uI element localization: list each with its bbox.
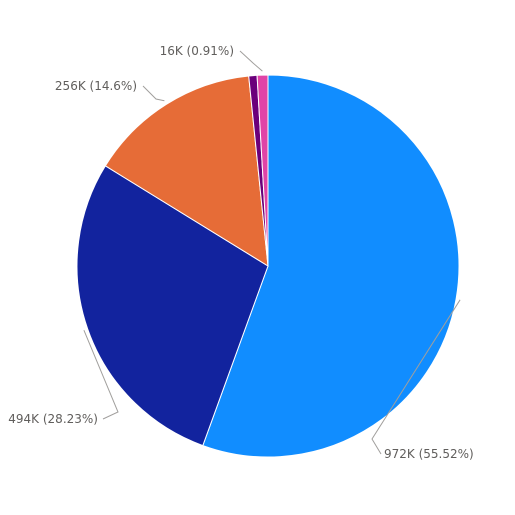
pie-slice-0[interactable] bbox=[202, 74, 460, 458]
pie-slices bbox=[76, 74, 460, 458]
leader-line-4 bbox=[239, 50, 263, 72]
data-label-2: 256K (14.6%) bbox=[55, 79, 137, 93]
data-labels: 972K (55.52%) 494K (28.23%) 256K (14.6%) 16… bbox=[8, 44, 473, 461]
data-label-1: 494K (28.23%) bbox=[8, 412, 98, 426]
leader-line-2 bbox=[142, 85, 165, 102]
pie-slice-4[interactable] bbox=[256, 74, 269, 267]
leader-line-1 bbox=[83, 330, 119, 420]
label-leader-lines bbox=[83, 50, 461, 455]
data-label-0: 972K (55.52%) bbox=[384, 447, 474, 461]
pie-slice-2[interactable] bbox=[104, 75, 269, 267]
leader-line-0 bbox=[371, 299, 461, 455]
pie-slice-1[interactable] bbox=[76, 165, 269, 447]
data-label-4: 16K (0.91%) bbox=[160, 44, 234, 58]
